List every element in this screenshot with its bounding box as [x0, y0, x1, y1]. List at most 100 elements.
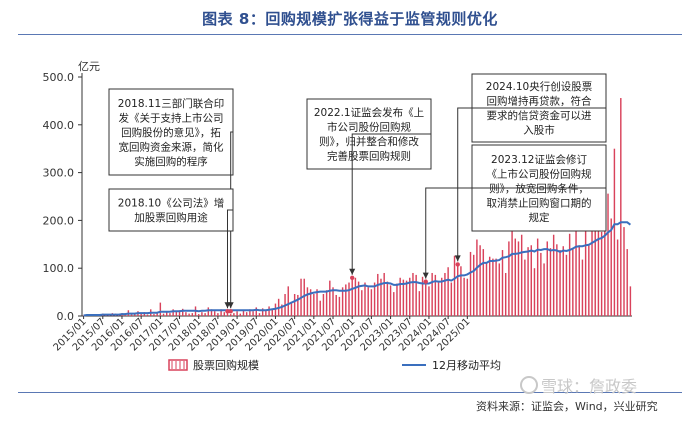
bar	[319, 300, 321, 316]
event-marker-dot	[350, 275, 355, 281]
y-tick-label: 100.0	[43, 262, 75, 275]
bar	[504, 272, 507, 316]
bar	[146, 314, 149, 316]
bar	[546, 241, 548, 316]
bar	[549, 248, 552, 316]
bar	[229, 314, 232, 316]
bar	[495, 258, 497, 316]
bar	[364, 282, 366, 316]
bar	[239, 313, 242, 316]
bar	[472, 254, 475, 316]
bar	[354, 277, 357, 316]
bar	[197, 314, 200, 316]
bar	[223, 312, 226, 316]
bar	[210, 309, 213, 316]
bar	[226, 311, 229, 316]
bar	[338, 296, 341, 316]
bar	[457, 263, 459, 316]
annotation-arrowhead	[349, 268, 356, 275]
bar	[428, 286, 430, 316]
bar	[348, 282, 350, 316]
watermark-text: 雪球：詹政委	[541, 377, 638, 396]
bar	[450, 282, 453, 316]
bar	[485, 263, 488, 316]
legend-line-label: 12月移动平均	[432, 359, 501, 372]
bar	[249, 309, 251, 316]
annotation-text: 实施回购的程序	[134, 155, 208, 168]
bar	[466, 278, 469, 316]
bar	[252, 311, 254, 316]
bar	[460, 266, 462, 316]
event-markers	[225, 262, 460, 314]
annotation-text: 规定	[529, 211, 550, 224]
annotation-leader-line	[351, 133, 431, 275]
bar	[620, 98, 622, 316]
bar	[594, 221, 596, 316]
bar	[361, 290, 363, 316]
bar	[418, 291, 421, 316]
bar	[527, 247, 529, 316]
annotation-text: 加股票回购用途	[134, 211, 208, 224]
bar	[607, 193, 609, 316]
bar	[332, 287, 334, 316]
y-tick-label: 200.0	[43, 214, 75, 227]
bar	[287, 286, 289, 316]
y-axis-unit-label: 亿元	[78, 60, 100, 73]
bar	[313, 294, 315, 316]
bar	[309, 289, 312, 316]
annotation-box	[108, 188, 234, 232]
bar	[437, 282, 440, 316]
y-tick-label: 0.0	[57, 310, 75, 323]
bar	[290, 301, 293, 316]
bar	[463, 277, 465, 316]
bar	[578, 245, 580, 316]
y-tick-label: 500.0	[43, 71, 75, 84]
bar	[482, 249, 485, 316]
bar	[604, 223, 606, 316]
bar	[441, 277, 443, 316]
annotation-leader-line	[226, 209, 233, 309]
annotation-callout: 2018.11三部门联合印发《关于支持上市公司回购股份的意见》，拓宽回购资金来源…	[108, 88, 234, 309]
bar	[162, 313, 165, 316]
bar	[335, 294, 337, 316]
bar	[297, 294, 299, 316]
bar	[543, 263, 545, 316]
bar	[409, 277, 411, 316]
bar	[306, 287, 309, 316]
bar	[341, 287, 344, 316]
bar	[511, 229, 513, 316]
annotation-text: 2018.10《公司法》增	[118, 197, 224, 210]
bar	[258, 313, 261, 316]
bar	[581, 259, 584, 316]
annotation-text: 2023.12证监会修订	[491, 153, 587, 166]
bar	[584, 230, 587, 316]
annotation-arrowhead	[454, 255, 461, 262]
annotation-text: 要求的信贷资金可以进	[487, 109, 592, 122]
bar	[191, 313, 194, 316]
bar	[188, 313, 190, 316]
bar	[261, 308, 264, 316]
bar	[626, 249, 628, 316]
x-axis: 2015/012015/072016/012016/072017/012017/…	[52, 315, 632, 353]
bar	[351, 276, 353, 316]
bar	[367, 287, 369, 316]
bar	[508, 241, 510, 316]
bar	[402, 279, 405, 316]
annotation-text: 则》，归并整合和修改	[319, 135, 419, 148]
bar	[373, 282, 376, 316]
bar	[207, 307, 210, 316]
bar	[447, 267, 449, 316]
annotation-arrowhead	[224, 302, 231, 309]
bar	[623, 227, 625, 316]
bar	[389, 285, 392, 316]
bar	[575, 215, 577, 316]
event-marker-dot	[225, 309, 230, 314]
bar	[357, 281, 360, 316]
event-marker-dot	[423, 279, 428, 284]
bar	[169, 313, 171, 316]
bar	[242, 310, 245, 316]
bar	[377, 273, 379, 316]
